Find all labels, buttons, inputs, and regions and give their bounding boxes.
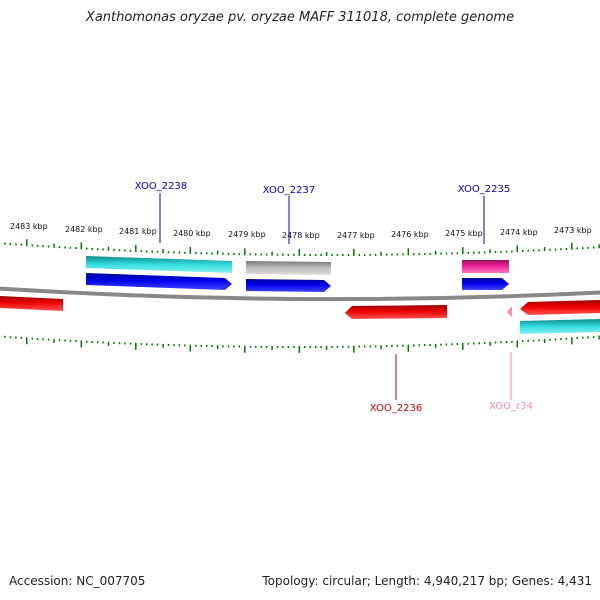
outer-tick-ring (4, 239, 600, 256)
gene-label-xoo-2235: XOO_2235 (458, 184, 510, 195)
cds-forward-xoo-2235[interactable] (462, 278, 509, 290)
kbp-label: 2476 kbp (391, 230, 429, 239)
cds-forward-xoo-2237[interactable] (246, 279, 331, 292)
kbp-label: 2477 kbp (337, 231, 375, 240)
kbp-label: 2475 kbp (445, 229, 483, 238)
feature-magenta-xoo-2235[interactable] (462, 260, 509, 273)
cds-forward-xoo-2238[interactable] (86, 273, 232, 290)
kbp-label: 2480 kbp (173, 229, 211, 238)
cds-reverse-right[interactable] (520, 300, 600, 315)
kbp-label: 2474 kbp (500, 228, 538, 237)
genome-title: Xanthomonas oryzae pv. oryzae MAFF 31101… (85, 10, 515, 25)
topology-text: Topology: circular; Length: 4,940,217 bp… (262, 574, 592, 588)
gene-label-xoo-2237: XOO_2237 (263, 185, 315, 196)
feature-gray-xoo-2237[interactable] (246, 261, 331, 275)
kbp-label: 2482 kbp (65, 225, 103, 234)
gene-label-xoo-2238: XOO_2238 (135, 181, 187, 192)
kbp-label: 2478 kbp (282, 231, 320, 240)
kbp-label: 2479 kbp (228, 230, 266, 239)
cds-reverse-xoo-2236[interactable] (345, 305, 447, 319)
feature-cyan-inner[interactable] (520, 319, 600, 334)
feature-cyan-xoo-2238[interactable] (86, 256, 232, 273)
kbp-label: 2481 kbp (119, 227, 157, 236)
genome-backbone (0, 286, 600, 302)
inner-tick-ring (4, 335, 600, 353)
kbp-label: 2473 kbp (554, 226, 592, 235)
accession-text: Accession: NC_007705 (9, 574, 146, 588)
kbp-label: 2483 kbp (10, 222, 48, 231)
rna-xoo-r34[interactable] (507, 306, 512, 317)
gene-label-xoo-2236: XOO_2236 (370, 403, 422, 414)
cds-reverse-left[interactable] (0, 296, 63, 311)
gene-label-xoo-r34: XOO_r34 (489, 401, 533, 412)
